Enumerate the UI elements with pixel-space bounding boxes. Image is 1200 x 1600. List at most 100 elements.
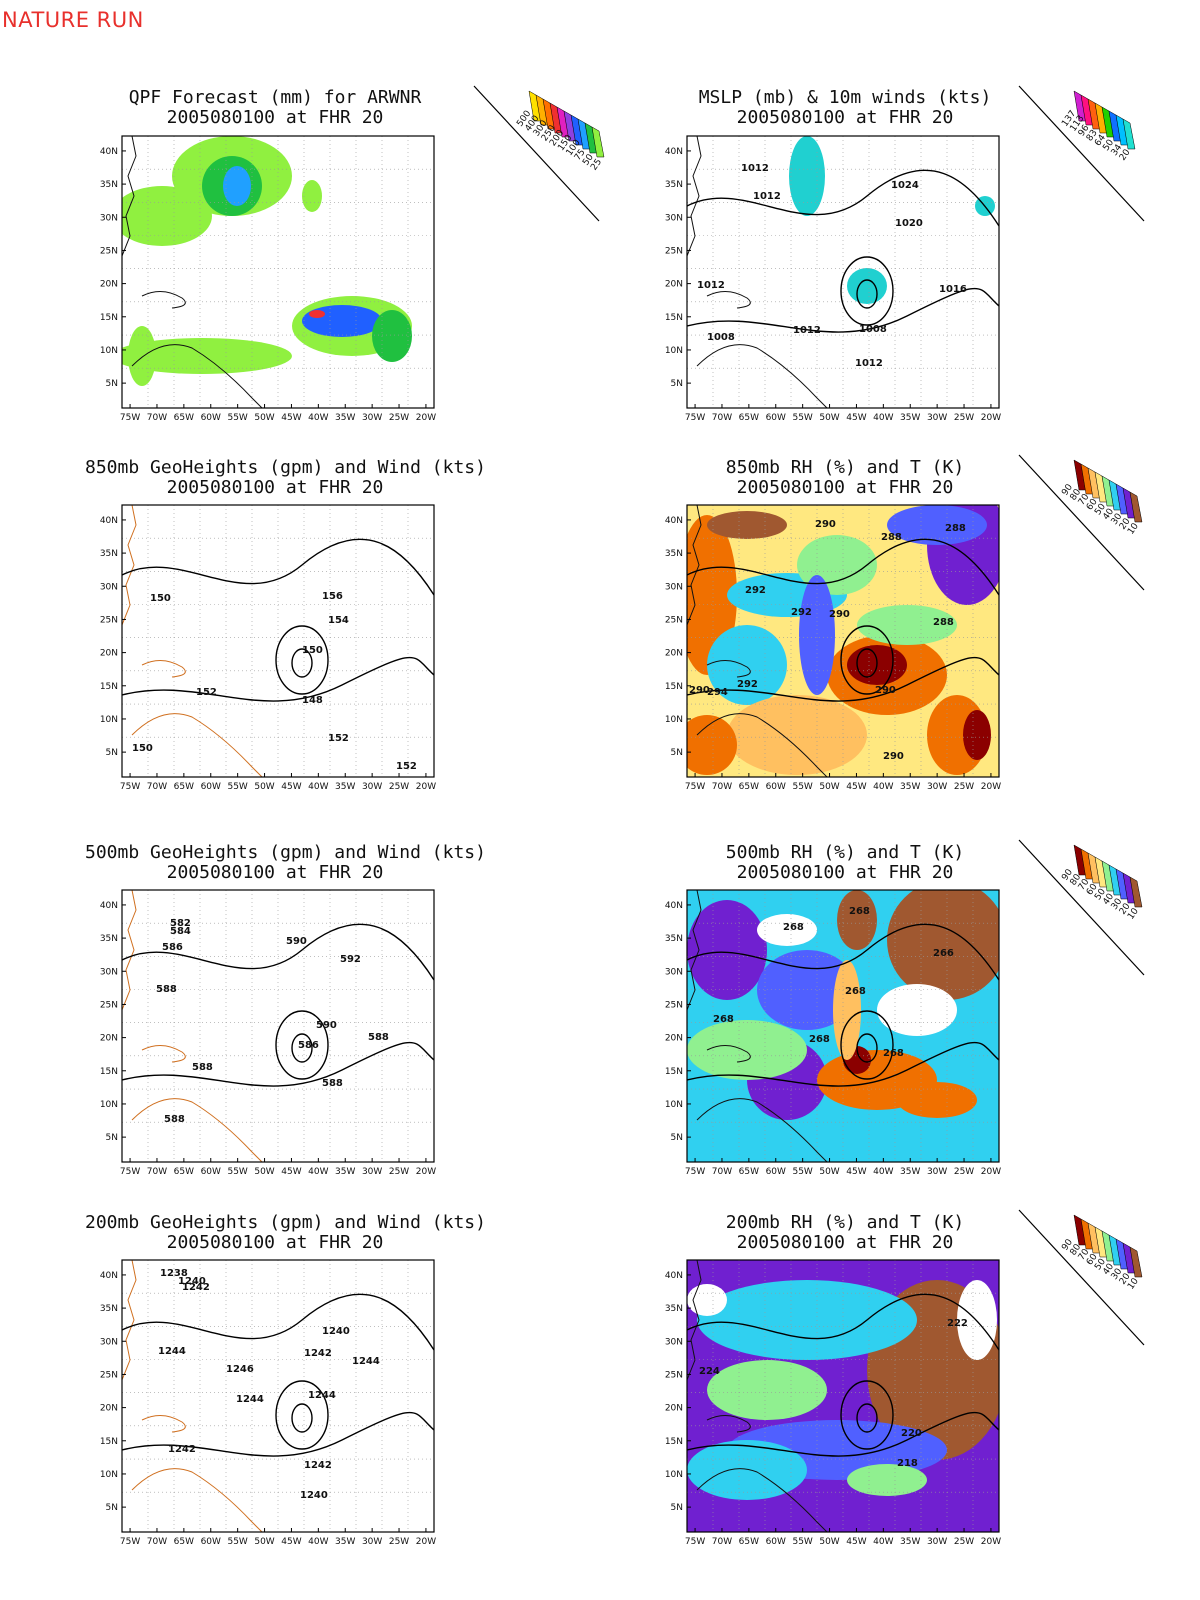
lat-label: 35N (100, 549, 118, 559)
panel-title-line2: 2005080100 at FHR 20 (736, 862, 954, 883)
lon-label: 35W (335, 782, 355, 792)
contour-label: 1008 (859, 324, 887, 335)
panel-title-line1: 500mb GeoHeights (gpm) and Wind (kts) (85, 842, 486, 863)
lon-label: 30W (362, 782, 382, 792)
lat-label: 10N (665, 1100, 683, 1110)
lat-label: 25N (665, 246, 683, 256)
lon-label: 70W (147, 1537, 167, 1547)
contour-label: 584 (170, 926, 191, 937)
contour-label: 290 (829, 609, 850, 620)
lon-label: 60W (201, 1167, 221, 1177)
lat-label: 10N (665, 1470, 683, 1480)
contour-label: 1240 (178, 1276, 206, 1287)
contour-label: 148 (302, 695, 323, 706)
lon-label: 25W (389, 1167, 409, 1177)
lat-label: 10N (100, 1100, 118, 1110)
contour-label: 1238 (160, 1268, 188, 1279)
lon-label: 65W (739, 782, 759, 792)
lon-label: 65W (174, 413, 194, 423)
lon-label: 30W (927, 1537, 947, 1547)
lon-label: 45W (281, 413, 301, 423)
map-mslp: 1012 1012 1024 1020 1012 1016 1012 1008 1012 1008… (665, 135, 1001, 423)
contour-label: 1240 (300, 1490, 328, 1501)
contour-label: 224 (699, 1366, 720, 1377)
lon-label: 75W (120, 782, 140, 792)
contour-label: 268 (713, 1014, 734, 1025)
lat-label: 5N (106, 379, 118, 389)
contour-label: 588 (192, 1062, 213, 1073)
lat-label: 35N (100, 1304, 118, 1314)
lat-label: 15N (665, 1437, 683, 1447)
lat-label: 35N (665, 1304, 683, 1314)
lon-label: 60W (766, 1167, 786, 1177)
lon-label: 30W (927, 413, 947, 423)
page-title: NATURE RUN (2, 8, 144, 32)
lon-label: 45W (281, 1167, 301, 1177)
contour-label: 268 (783, 922, 804, 933)
lat-label: 5N (671, 748, 683, 758)
contour-label: 586 (162, 942, 183, 953)
panel-title-line2: 2005080100 at FHR 20 (166, 1232, 384, 1253)
lat-label: 20N (100, 1404, 118, 1414)
lon-label: 75W (685, 782, 705, 792)
lon-label: 75W (685, 1537, 705, 1547)
contour-label: 588 (368, 1032, 389, 1043)
contour-label: 152 (196, 687, 217, 698)
lon-label: 45W (846, 1167, 866, 1177)
lon-label: 20W (981, 1537, 1001, 1547)
panel-title-line2: 2005080100 at FHR 20 (736, 477, 954, 498)
contour-label: 290 (883, 751, 904, 762)
lon-label: 45W (846, 782, 866, 792)
contour-label: 1244 (308, 1390, 336, 1401)
lon-label: 25W (954, 1537, 974, 1547)
lon-label: 20W (416, 782, 436, 792)
lat-label: 5N (671, 379, 683, 389)
contour-label: 152 (396, 761, 417, 772)
lon-label: 35W (900, 1167, 920, 1177)
contour-label: 582 (170, 918, 191, 929)
lon-label: 25W (954, 782, 974, 792)
lon-label: 50W (819, 413, 839, 423)
contour-label: 294 (707, 687, 728, 698)
lon-label: 20W (416, 1537, 436, 1547)
lon-label: 55W (227, 782, 247, 792)
lon-label: 65W (174, 782, 194, 792)
lon-label: 60W (201, 1537, 221, 1547)
lon-label: 60W (766, 1537, 786, 1547)
contour-label: 154 (328, 615, 349, 626)
lat-label: 15N (665, 313, 683, 323)
panel-title-line2: 2005080100 at FHR 20 (736, 1232, 954, 1253)
contour-label: 1240 (322, 1326, 350, 1337)
lon-label: 30W (362, 1537, 382, 1547)
contour-label: 288 (945, 523, 966, 534)
contour-label: 268 (849, 906, 870, 917)
lat-label: 20N (665, 649, 683, 659)
lat-label: 10N (100, 1470, 118, 1480)
lon-label: 70W (712, 1537, 732, 1547)
lat-label: 15N (665, 1067, 683, 1077)
panel-title-line1: MSLP (mb) & 10m winds (kts) (698, 87, 992, 108)
lon-label: 50W (254, 1537, 274, 1547)
lon-label: 50W (819, 1537, 839, 1547)
panel-title-rh850: 850mb RH (%) and T (K) 2005080100 at FHR … (655, 458, 1035, 498)
lat-label: 30N (665, 1337, 683, 1347)
contour-label: 1012 (753, 191, 781, 202)
lon-label: 70W (147, 1167, 167, 1177)
lat-label: 40N (665, 901, 683, 911)
lat-label: 40N (665, 516, 683, 526)
contour-label: 222 (947, 1318, 968, 1329)
lat-label: 15N (665, 682, 683, 692)
lon-label: 35W (900, 782, 920, 792)
contour-label: 150 (302, 645, 323, 656)
contour-label: 292 (745, 585, 766, 596)
panel-title-line2: 2005080100 at FHR 20 (166, 107, 384, 128)
lat-label: 5N (671, 1133, 683, 1143)
contour-label: 1242 (182, 1282, 210, 1293)
lon-label: 20W (981, 1167, 1001, 1177)
lat-label: 20N (665, 280, 683, 290)
contour-label: 288 (881, 532, 902, 543)
lon-label: 70W (712, 1167, 732, 1177)
lat-label: 25N (100, 615, 118, 625)
panel-title-line1: 850mb GeoHeights (gpm) and Wind (kts) (85, 457, 486, 478)
